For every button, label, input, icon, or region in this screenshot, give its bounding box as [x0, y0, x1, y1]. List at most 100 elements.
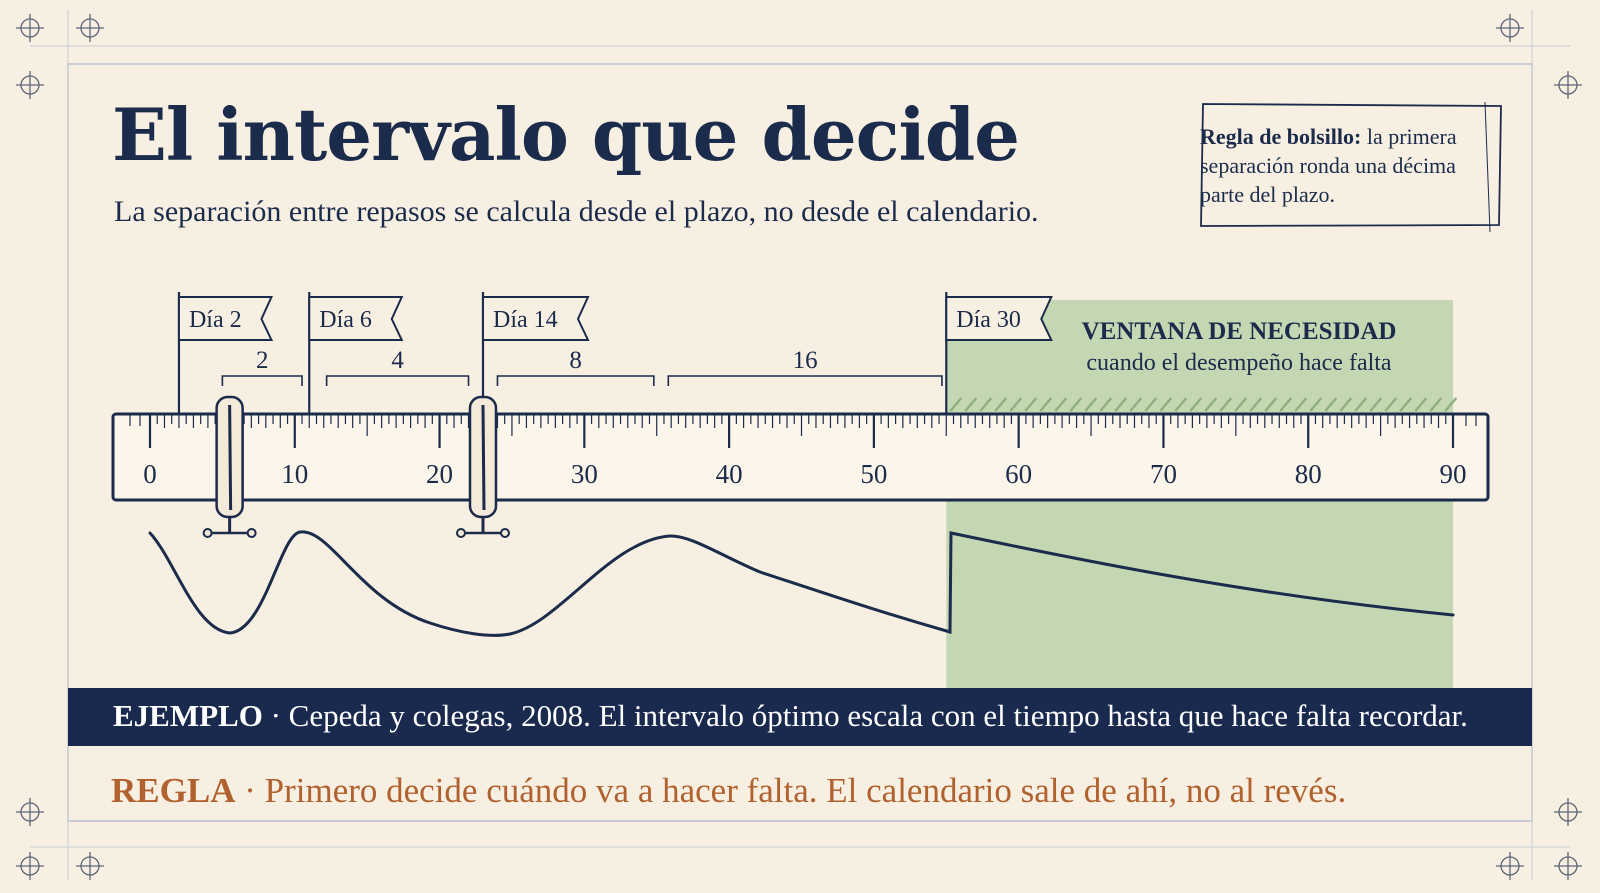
need-window-subtitle: cuando el desempeño hace falta	[1086, 350, 1392, 376]
hatch-stroke	[979, 397, 993, 412]
hatch-stroke	[1309, 397, 1323, 412]
bracket-line	[667, 375, 943, 386]
interval-bracket: 16	[667, 347, 943, 386]
page-frame	[16, 10, 1582, 880]
registration-mark-icon	[1496, 852, 1524, 880]
hatch-stroke	[1414, 397, 1428, 412]
review-flag: Día 6	[308, 292, 404, 413]
ruler-tick-label: 40	[716, 459, 743, 489]
pocket-rule-note: Regla de bolsillo: la primera separación…	[1200, 122, 1490, 209]
hatch-stroke	[1444, 397, 1458, 412]
example-text: EJEMPLO · Cepeda y colegas, 2008. El int…	[113, 698, 1468, 734]
hatch-stroke	[1399, 397, 1413, 412]
flag-cloth	[177, 296, 274, 341]
review-flag: Día 30	[945, 292, 1053, 413]
interval-bracket: 2	[221, 347, 303, 386]
ruler-tick-label: 10	[281, 459, 308, 489]
hatch-stroke	[1024, 397, 1038, 412]
bracket-line	[496, 375, 655, 386]
hatch-stroke	[1009, 397, 1023, 412]
hatch-stroke	[1099, 397, 1113, 412]
clamp-knob	[499, 528, 510, 538]
hatch-stroke	[1429, 397, 1443, 412]
hatch-stroke	[1324, 397, 1338, 412]
hatch-stroke	[1054, 397, 1068, 412]
clamp-knob	[455, 528, 466, 538]
example-body: · Cepeda y colegas, 2008. El intervalo ó…	[262, 698, 1468, 733]
ruler-tick-label: 60	[1005, 459, 1032, 489]
interval-label: 16	[793, 347, 818, 374]
interval-label: 2	[256, 347, 269, 374]
hatch-stroke	[1084, 397, 1098, 412]
flag-cloth	[945, 296, 1053, 341]
ruler-tick-label: 30	[571, 459, 598, 489]
rule-text: REGLA · Primero decide cuándo va a hacer…	[111, 771, 1346, 811]
pocket-rule-label: Regla de bolsillo:	[1200, 124, 1362, 149]
rule-label: REGLA	[111, 771, 236, 810]
flag-cloth	[308, 296, 404, 341]
interval-bracket: 8	[496, 347, 655, 386]
ruler-tick-label: 20	[426, 459, 453, 489]
registration-mark-icon	[1554, 852, 1582, 880]
hatch-stroke	[1114, 397, 1128, 412]
page-title: El intervalo que decide	[112, 92, 1020, 177]
bracket-line	[221, 375, 303, 386]
clamp-screw	[481, 404, 486, 511]
hatch-stroke	[1174, 397, 1188, 412]
ruler-tick-label: 50	[860, 459, 887, 489]
hatch-stroke	[1234, 397, 1248, 412]
hatch-stroke	[1264, 397, 1278, 412]
ruler-tick-label: 90	[1440, 459, 1467, 489]
clamp-knob	[246, 528, 257, 538]
clamp-screw	[228, 404, 233, 511]
pocket-rule-box-stroke	[1484, 101, 1491, 233]
need-window-hatch	[949, 397, 1458, 412]
registration-mark-icon	[16, 14, 44, 42]
flag-label: Día 6	[319, 307, 372, 333]
hatch-stroke	[994, 397, 1008, 412]
interval-label: 4	[391, 347, 404, 374]
registration-mark-icon	[76, 852, 104, 880]
flag-cloth	[481, 296, 590, 341]
hatch-stroke	[1339, 397, 1353, 412]
hatch-stroke	[1069, 397, 1083, 412]
flag-label: Día 14	[493, 307, 558, 333]
rule-body: · Primero decide cuándo va a hacer falta…	[235, 771, 1347, 810]
hatch-stroke	[1159, 397, 1173, 412]
ruler-clamp-icon	[202, 395, 257, 538]
review-flag: Día 2	[177, 292, 274, 413]
ruler-body	[111, 412, 1490, 502]
hatch-stroke	[1144, 397, 1158, 412]
hatch-stroke	[1369, 397, 1383, 412]
registration-mark-icon	[1554, 798, 1582, 826]
hatch-stroke	[1354, 397, 1368, 412]
hatch-stroke	[1279, 397, 1293, 412]
bracket-line	[325, 375, 470, 386]
interval-bracket: 4	[325, 347, 470, 386]
hatch-stroke	[949, 397, 963, 412]
ruler-clamp-icon	[455, 395, 510, 538]
registration-mark-icon	[16, 798, 44, 826]
pocket-rule-text: la primera separación ronda una décima p…	[1200, 124, 1457, 207]
memory-curve	[148, 530, 1455, 637]
pocket-rule-box	[1200, 103, 1502, 227]
example-label: EJEMPLO	[113, 698, 263, 733]
hatch-stroke	[1189, 397, 1203, 412]
ruler-tick-label: 80	[1295, 459, 1322, 489]
interval-label: 8	[569, 347, 582, 374]
example-banner	[68, 688, 1532, 746]
registration-mark-icon	[76, 14, 104, 42]
registration-mark-icon	[16, 852, 44, 880]
need-window-title: VENTANA DE NECESIDAD	[1081, 318, 1397, 345]
review-flag: Día 14	[481, 292, 590, 413]
flag-label: Día 30	[956, 307, 1021, 333]
registration-mark-icon	[1554, 71, 1582, 99]
hatch-stroke	[1384, 397, 1398, 412]
hatch-stroke	[1039, 397, 1053, 412]
hatch-stroke	[964, 397, 978, 412]
hatch-stroke	[1129, 397, 1143, 412]
ruler-clamps	[202, 395, 510, 538]
ruler-tick-label: 0	[143, 459, 157, 489]
ruler-tick-label: 70	[1150, 459, 1177, 489]
registration-mark-icon	[16, 71, 44, 99]
